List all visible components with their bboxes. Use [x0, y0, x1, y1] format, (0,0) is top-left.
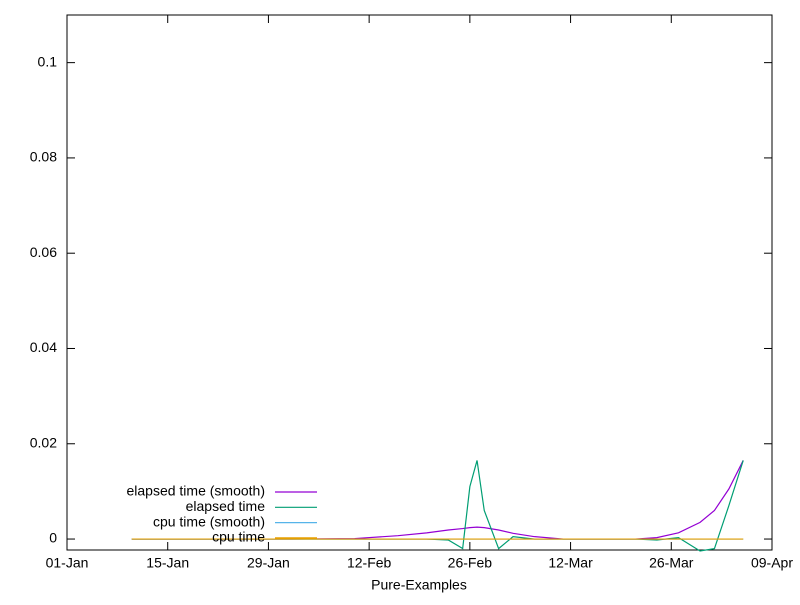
- x-tick-label: 09-Apr: [751, 555, 793, 571]
- legend-label: cpu time (smooth): [153, 513, 265, 529]
- legend-label: elapsed time (smooth): [126, 483, 265, 499]
- legend-label: elapsed time: [186, 498, 266, 514]
- x-tick-label: 12-Mar: [548, 555, 593, 571]
- x-tick-label: 12-Feb: [347, 555, 392, 571]
- x-axis-label: Pure-Examples: [371, 577, 467, 593]
- y-tick-label: 0: [49, 530, 57, 546]
- y-tick-label: 0.04: [30, 339, 57, 355]
- x-tick-label: 29-Jan: [247, 555, 290, 571]
- x-tick-label: 01-Jan: [46, 555, 89, 571]
- x-tick-label: 26-Feb: [448, 555, 493, 571]
- legend-label: cpu time: [212, 529, 265, 545]
- y-tick-label: 0.08: [30, 149, 57, 165]
- x-tick-label: 26-Mar: [649, 555, 694, 571]
- plot-frame: [66, 14, 773, 551]
- y-tick-label: 0.06: [30, 244, 57, 260]
- y-tick-label: 0.02: [30, 434, 57, 450]
- series-line: [131, 460, 744, 540]
- y-tick-label: 0.1: [38, 53, 58, 69]
- x-tick-label: 15-Jan: [146, 555, 189, 571]
